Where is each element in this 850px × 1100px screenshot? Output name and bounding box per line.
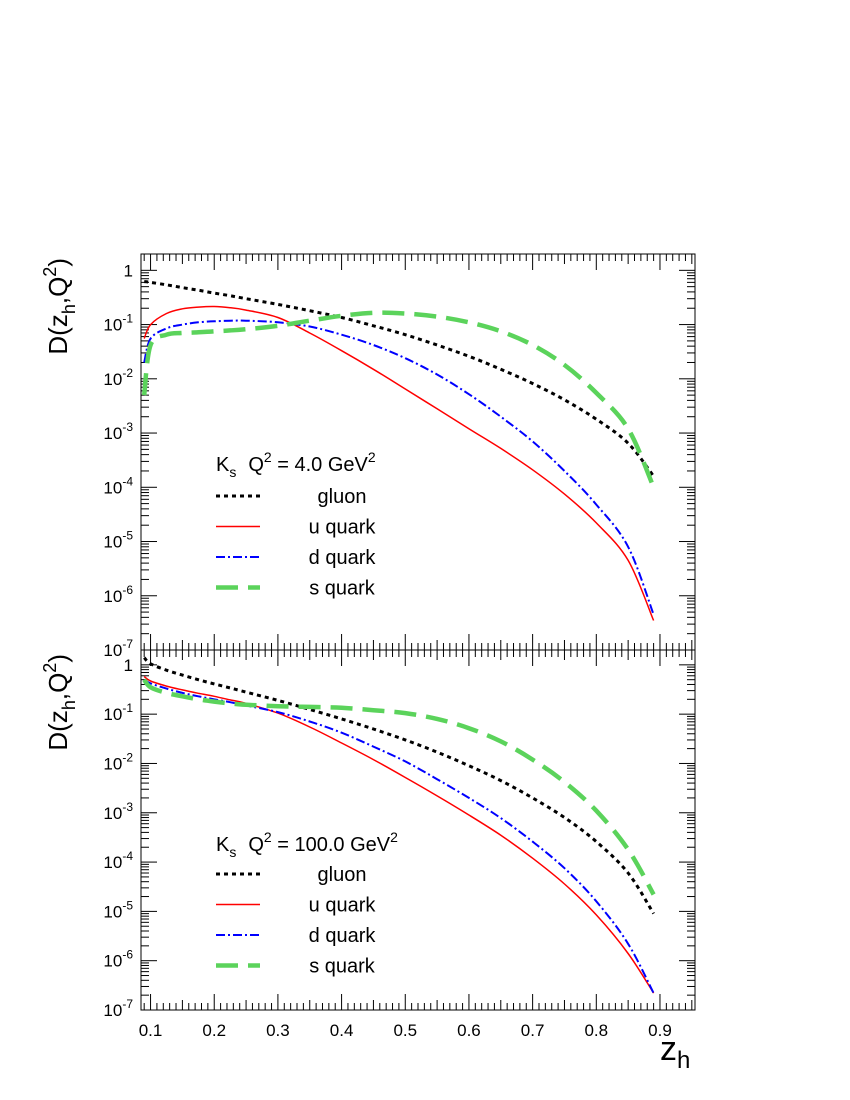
x-tick-labels: 0.1 0.2 0.3 0.4 0.5 0.6 0.7 0.8 0.9 [139, 1021, 672, 1040]
bottom-panel: 10-710-610-510-410-310-210-110.1 0.2 0.3 0.… [40, 649, 696, 1074]
series-line-s-quark [142, 678, 656, 896]
y-tick-label: 10-5 [103, 529, 133, 552]
series-line-d-quark [143, 319, 655, 615]
legend-label-s-quark: s quark [309, 578, 376, 600]
series-line-u-quark [143, 305, 655, 621]
y-tick-label: 10-2 [103, 750, 133, 773]
legend-label-u-quark: u quark [309, 517, 377, 539]
legend-label-d-quark: d quark [309, 547, 377, 569]
x-tick-label: 0.9 [648, 1021, 672, 1040]
y-tick-label: 10-7 [103, 637, 133, 660]
x-axis-ticks [143, 254, 693, 650]
panel-annotation: Ks Q2 = 4.0 GeV2 [216, 449, 376, 480]
y-tick-label: 10-2 [103, 366, 133, 389]
x-axis-title: zh [660, 1030, 690, 1074]
y-tick-label: 10-4 [103, 849, 133, 872]
y-axis-title: D(zh,Q2) [40, 258, 79, 355]
x-tick-label: 0.1 [139, 1021, 163, 1040]
series-line-d-quark [143, 678, 655, 994]
series-line-gluon [144, 280, 655, 478]
legend-label-u-quark: u quark [309, 895, 377, 917]
y-axis-title: D(zh,Q2) [40, 654, 79, 751]
y-tick-label: 10-7 [103, 997, 133, 1020]
x-tick-label: 0.6 [457, 1021, 481, 1040]
series-line-gluon [143, 656, 655, 915]
x-tick-label: 0.5 [393, 1021, 417, 1040]
y-axis-ticks [141, 649, 695, 1011]
x-tick-label: 0.7 [521, 1021, 545, 1040]
y-tick-label: 10-6 [103, 948, 133, 971]
series-curves [141, 280, 656, 621]
x-axis-ticks [143, 650, 693, 1010]
legend: gluon u quark d quark s quark [216, 486, 376, 600]
y-tick-label: 10-5 [103, 898, 133, 921]
series-line-u-quark [143, 675, 655, 994]
y-tick-label: 1 [124, 261, 133, 280]
y-tick-label: 10-6 [103, 583, 133, 606]
top-panel: 10-7 10-6 10-5 10-4 10-3 10-2 10-1 1 D(zh,Q2) Ks Q… [40, 253, 696, 660]
series-curves [142, 656, 656, 994]
legend-label-d-quark: d quark [309, 925, 377, 947]
legend: gluon u quark d quark s quark [216, 864, 376, 978]
y-tick-labels: 10-7 10-6 10-5 10-4 10-3 10-2 10-1 1 [103, 656, 133, 1020]
y-tick-label: 10-3 [103, 420, 133, 443]
y-tick-label: 10-1 [103, 701, 133, 724]
legend-label-s-quark: s quark [309, 956, 376, 978]
legend-label-gluon: gluon [318, 864, 367, 886]
y-axis-ticks [141, 253, 695, 651]
x-tick-label: 0.2 [202, 1021, 226, 1040]
panel-annotation: Ks Q2 = 100.0 GeV2 [216, 829, 398, 860]
x-tick-label: 0.3 [266, 1021, 290, 1040]
y-tick-label: 10-1 [103, 312, 133, 335]
y-tick-label: 1 [124, 656, 133, 675]
y-tick-labels: 10-7 10-6 10-5 10-4 10-3 10-2 10-1 1 [103, 261, 133, 660]
legend-label-gluon: gluon [318, 486, 367, 508]
y-tick-label: 10-4 [103, 474, 133, 497]
y-tick-label: 10-3 [103, 800, 133, 823]
x-tick-label: 0.8 [584, 1021, 608, 1040]
x-tick-label: 0.4 [330, 1021, 354, 1040]
